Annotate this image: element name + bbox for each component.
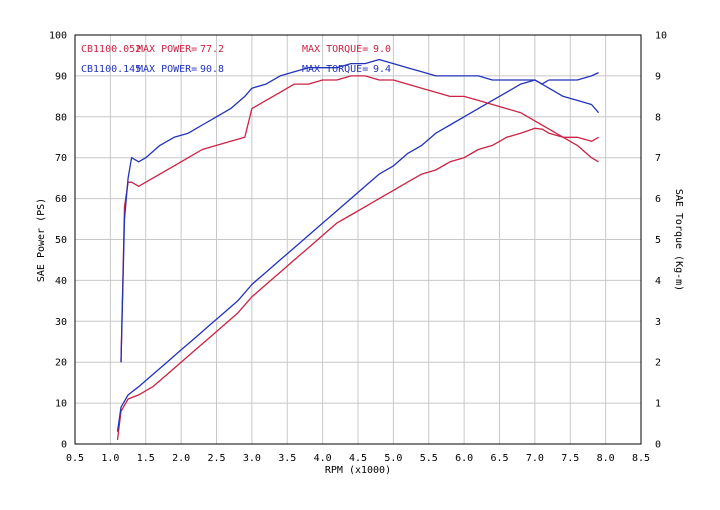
x-tick-label: 5.5	[420, 453, 438, 464]
x-tick-label: 3.5	[278, 453, 296, 464]
legend-run-2: CB1100.145	[81, 64, 141, 75]
y-right-tick-label: 7	[655, 153, 661, 164]
x-tick-label: 4.0	[314, 453, 332, 464]
y-left-tick-label: 100	[49, 31, 67, 42]
legend-max-power-label-1: MAX POWER=	[137, 44, 197, 55]
series-line-torque-blue	[120, 58, 600, 363]
y-right-tick-label: 6	[655, 194, 661, 205]
y-axis-right-label: SAE Torque (Kg-m)	[673, 189, 684, 291]
x-tick-label: 6.5	[490, 453, 508, 464]
x-axis-label: RPM (x1000)	[325, 465, 391, 476]
x-tick-label: 5.0	[384, 453, 402, 464]
y-left-tick-label: 60	[55, 194, 67, 205]
x-tick-label: 4.5	[349, 453, 367, 464]
y-right-tick-label: 9	[655, 71, 661, 82]
legend-max-torque-label-2: MAX TORQUE=	[302, 64, 368, 75]
legend-run-1: CB1100.052	[81, 44, 141, 55]
x-tick-label: 2.5	[207, 453, 225, 464]
y-left-tick-label: 90	[55, 71, 67, 82]
legend-max-power-value-1: 77.2	[200, 44, 224, 55]
tick-labels: 0.5 1.0 1.5 2.0 2.5 3.0 3.5 4.0 4.5 5.0 5.5 6.0 6.5 7…	[49, 31, 667, 465]
y-right-tick-label: 5	[655, 235, 661, 246]
y-left-tick-label: 70	[55, 153, 67, 164]
legend-max-power-label-2: MAX POWER=	[137, 64, 197, 75]
y-right-tick-label: 1	[655, 399, 661, 410]
x-tick-label: 8.0	[597, 453, 615, 464]
x-tick-label: 1.0	[101, 453, 119, 464]
series-line-power-blue	[116, 72, 599, 432]
series-line-torque-red	[120, 75, 599, 363]
y-right-tick-label: 3	[655, 317, 661, 328]
y-right-tick-label: 2	[655, 358, 661, 369]
x-tick-label: 6.0	[455, 453, 473, 464]
x-tick-label: 0.5	[66, 453, 84, 464]
x-tick-label: 3.0	[243, 453, 261, 464]
legend-max-torque-value-2: 9.4	[373, 64, 391, 75]
y-right-tick-label: 8	[655, 112, 661, 123]
series-line-power-red	[116, 127, 599, 440]
series-layer	[116, 58, 600, 440]
y-left-tick-label: 30	[55, 317, 67, 328]
x-tick-label: 1.5	[137, 453, 155, 464]
legend-max-torque-label-1: MAX TORQUE=	[302, 44, 368, 55]
y-left-tick-label: 50	[55, 235, 67, 246]
x-tick-label: 8.5	[632, 453, 650, 464]
y-axis-left-label: SAE Power (PS)	[36, 198, 47, 282]
y-left-tick-label: 10	[55, 399, 67, 410]
y-left-tick-label: 80	[55, 112, 67, 123]
grid-layer	[74, 34, 642, 445]
y-right-tick-label: 4	[655, 276, 661, 287]
y-left-tick-label: 40	[55, 276, 67, 287]
legend-max-torque-value-1: 9.0	[373, 44, 391, 55]
y-left-tick-label: 20	[55, 358, 67, 369]
x-tick-label: 7.0	[526, 453, 544, 464]
x-tick-label: 2.0	[172, 453, 190, 464]
y-right-tick-label: 0	[655, 440, 661, 451]
plot-frame	[74, 34, 642, 445]
y-right-tick-label: 10	[655, 31, 667, 42]
legend-max-power-value-2: 90.8	[200, 64, 224, 75]
y-left-tick-label: 0	[61, 440, 67, 451]
x-tick-label: 7.5	[561, 453, 579, 464]
legend: CB1100.052 MAX POWER= 77.2 MAX TORQUE= 9…	[81, 44, 391, 75]
